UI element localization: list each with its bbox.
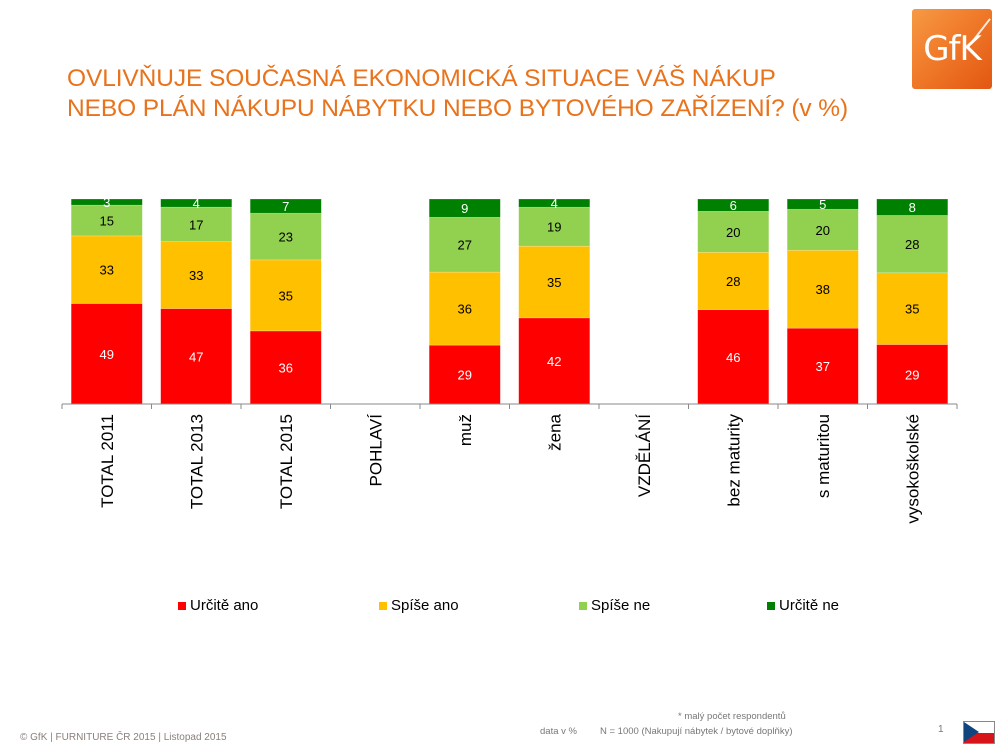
data-label-urcite-ano-total-2015: 36	[279, 360, 293, 375]
legend-item-spise-ano: Spíše ano	[379, 597, 459, 614]
data-label-urcite-ano-bez-maturity: 46	[726, 350, 740, 365]
gfk-logo: GfK	[912, 9, 992, 89]
x-tick-label-s-maturitou: s maturitou	[814, 414, 833, 498]
bar-segment-urcite-ne-bez-maturity	[697, 198, 770, 212]
data-unit-note: data v %	[540, 726, 577, 737]
czech-flag-icon	[963, 721, 995, 744]
legend-label: Určitě ne	[779, 597, 840, 614]
logo-text: GfK	[923, 29, 982, 69]
data-label-urcite-ano-zena: 42	[547, 354, 561, 369]
legend-swatch-urcite-ano	[178, 601, 186, 610]
title-line-1: OVLIVŇUJE SOUČASNÁ EKONOMICKÁ SITUACE VÁ…	[67, 65, 776, 92]
data-label-urcite-ne-muz: 9	[461, 201, 468, 216]
data-label-spise-ne-bez-maturity: 20	[726, 225, 740, 240]
data-label-spise-ne-total-2015: 23	[279, 230, 293, 245]
data-label-spise-ano-total-2013: 33	[189, 268, 203, 283]
data-label-urcite-ano-total-2011: 49	[100, 347, 114, 362]
legend-swatch-urcite-ne	[767, 601, 775, 610]
data-label-spise-ano-vysokoskolske: 35	[905, 302, 919, 317]
x-tick-label-muz: muž	[456, 414, 475, 446]
x-tick-label-bez-maturity: bez maturity	[724, 414, 743, 507]
data-label-spise-ne-zena: 19	[547, 220, 561, 235]
data-label-spise-ne-total-2011: 15	[100, 214, 114, 229]
data-label-spise-ano-total-2011: 33	[100, 263, 114, 278]
flag-blue-triangle	[964, 722, 979, 742]
legend-item-urcite-ano: Určitě ano	[178, 597, 258, 614]
bar-segment-spise-ano-total-2015	[249, 259, 322, 332]
data-label-urcite-ne-total-2011: 3	[103, 195, 110, 210]
data-label-urcite-ne-s-maturitou: 5	[819, 197, 826, 212]
bar-segment-spise-ne-bez-maturity	[697, 211, 770, 253]
data-label-spise-ne-s-maturitou: 20	[816, 223, 830, 238]
legend-label: Určitě ano	[190, 597, 259, 614]
bar-segment-urcite-ano-total-2015	[249, 330, 322, 405]
bar-segment-urcite-ne-zena	[518, 198, 591, 208]
x-tick-label-zena: žena	[545, 413, 564, 450]
flag-white-stripe	[964, 722, 994, 733]
data-label-urcite-ano-total-2013: 47	[189, 349, 203, 364]
x-tick-label-total-2015: TOTAL 2015	[277, 414, 296, 509]
legend-item-spise-ne: Spíše ne	[579, 597, 650, 614]
data-label-spise-ano-zena: 35	[547, 275, 561, 290]
x-tick-label-vysokoskolske: vysokoškolské	[903, 414, 922, 524]
data-label-urcite-ne-bez-maturity: 6	[730, 198, 737, 213]
bar-segment-urcite-ano-s-maturitou	[786, 327, 859, 405]
bar-segment-urcite-ne-muz	[428, 198, 501, 218]
bar-segment-urcite-ne-s-maturitou	[786, 198, 859, 210]
bar-segment-urcite-ano-total-2011	[70, 303, 143, 405]
data-label-spise-ano-bez-maturity: 28	[726, 274, 740, 289]
bar-segment-urcite-ano-total-2013	[160, 308, 233, 405]
legend-swatch-spise-ne	[579, 601, 587, 610]
data-label-spise-ne-muz: 27	[458, 238, 472, 253]
bar-segment-spise-ne-total-2013	[160, 206, 233, 242]
bar-segment-spise-ano-total-2011	[70, 235, 143, 304]
x-tick-label-total-2011: TOTAL 2011	[98, 414, 117, 508]
bar-segment-urcite-ne-total-2011	[70, 198, 143, 206]
flag-red-stripe	[964, 732, 994, 743]
bar-segment-urcite-ano-bez-maturity	[697, 309, 770, 405]
bar-segment-urcite-ne-total-2015	[249, 198, 322, 214]
legend-item-urcite-ne: Určitě ne	[767, 597, 839, 614]
bar-segment-spise-ne-muz	[428, 216, 501, 273]
bar-segment-spise-ano-total-2013	[160, 241, 233, 309]
data-label-urcite-ano-vysokoskolske: 29	[905, 367, 919, 382]
bar-segment-spise-ano-muz	[428, 271, 501, 346]
bar-segment-spise-ano-s-maturitou	[786, 249, 859, 329]
sample-size-note: N = 1000 (Nakupují nábytek / bytové dopl…	[600, 726, 793, 737]
bar-segment-urcite-ne-total-2013	[160, 198, 233, 208]
chart-title: OVLIVŇUJE SOUČASNÁ EKONOMICKÁ SITUACE VÁ…	[67, 64, 848, 124]
bar-segment-spise-ne-zena	[518, 206, 591, 247]
copyright-footer: © GfK | FURNITURE ČR 2015 | Listopad 201…	[20, 732, 227, 743]
bar-segment-urcite-ano-zena	[518, 317, 591, 405]
page-number: 1	[938, 724, 944, 735]
data-label-spise-ne-total-2013: 17	[189, 217, 203, 232]
x-tick-label-total-2013: TOTAL 2013	[187, 414, 206, 509]
legend-label: Spíše ano	[391, 597, 459, 614]
bar-segment-spise-ne-total-2015	[249, 212, 322, 261]
data-label-urcite-ne-total-2015: 7	[282, 199, 289, 214]
data-label-spise-ano-total-2015: 35	[279, 288, 293, 303]
bar-segment-urcite-ne-vysokoskolske	[876, 198, 949, 216]
x-tick-label-pohlavi: POHLAVÍ	[366, 414, 385, 487]
data-label-spise-ne-vysokoskolske: 28	[905, 237, 919, 252]
data-label-urcite-ne-zena: 4	[551, 196, 558, 211]
title-line-2: NEBO PLÁN NÁKUPU NÁBYTKU NEBO BYTOVÉHO Z…	[67, 95, 849, 122]
legend-swatch-spise-ano	[379, 601, 387, 610]
data-label-spise-ano-s-maturitou: 38	[816, 282, 830, 297]
legend-label: Spíše ne	[591, 597, 651, 614]
bar-segment-spise-ne-s-maturitou	[786, 208, 859, 251]
chart-legend: Určitě ano Spíše ano Spíše ne Určitě ne	[0, 597, 999, 617]
bar-segment-spise-ne-vysokoskolske	[876, 215, 949, 274]
data-label-urcite-ne-vysokoskolske: 8	[909, 200, 916, 215]
bar-segment-spise-ano-zena	[518, 245, 591, 319]
bar-segment-urcite-ano-muz	[428, 344, 501, 405]
data-label-urcite-ano-muz: 29	[458, 368, 472, 383]
small-sample-note: * malý počet respondentů	[678, 711, 786, 722]
data-label-urcite-ne-total-2013: 4	[193, 196, 200, 211]
x-tick-label-vzdelani: VZDĚLÁNÍ	[635, 414, 654, 497]
bar-segment-spise-ano-vysokoskolske	[876, 272, 949, 345]
data-label-urcite-ano-s-maturitou: 37	[816, 359, 830, 374]
data-label-spise-ano-muz: 36	[458, 302, 472, 317]
